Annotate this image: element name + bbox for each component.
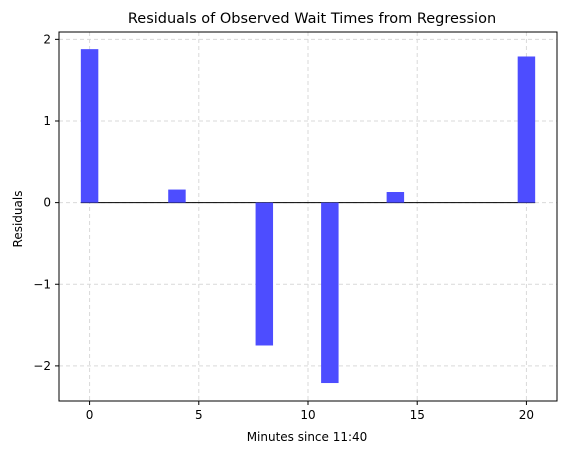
y-axis-label: Residuals xyxy=(11,191,25,248)
bar xyxy=(255,202,274,346)
bar xyxy=(386,192,405,203)
grid-lines xyxy=(59,32,557,401)
y-tick-label: −1 xyxy=(33,277,51,291)
bar xyxy=(321,202,339,384)
x-axis-label: Minutes since 11:40 xyxy=(247,430,368,444)
x-tick-label: 20 xyxy=(519,408,534,422)
x-tick-label: 5 xyxy=(195,408,203,422)
x-tick-label: 15 xyxy=(410,408,425,422)
x-tick-label: 0 xyxy=(86,408,94,422)
bar xyxy=(80,49,99,203)
y-tick-label: 0 xyxy=(43,196,51,210)
x-ticks: 0 5 10 15 20 xyxy=(86,401,534,422)
chart-title: Residuals of Observed Wait Times from Re… xyxy=(128,11,496,27)
y-tick-label: 1 xyxy=(43,114,51,128)
bars xyxy=(80,49,536,384)
y-tick-label: −2 xyxy=(33,359,51,373)
y-tick-label: 2 xyxy=(43,32,51,46)
bar xyxy=(517,56,536,203)
x-tick-label: 10 xyxy=(300,408,315,422)
bar xyxy=(168,189,186,203)
y-ticks: −2 −1 0 1 2 xyxy=(33,32,59,373)
